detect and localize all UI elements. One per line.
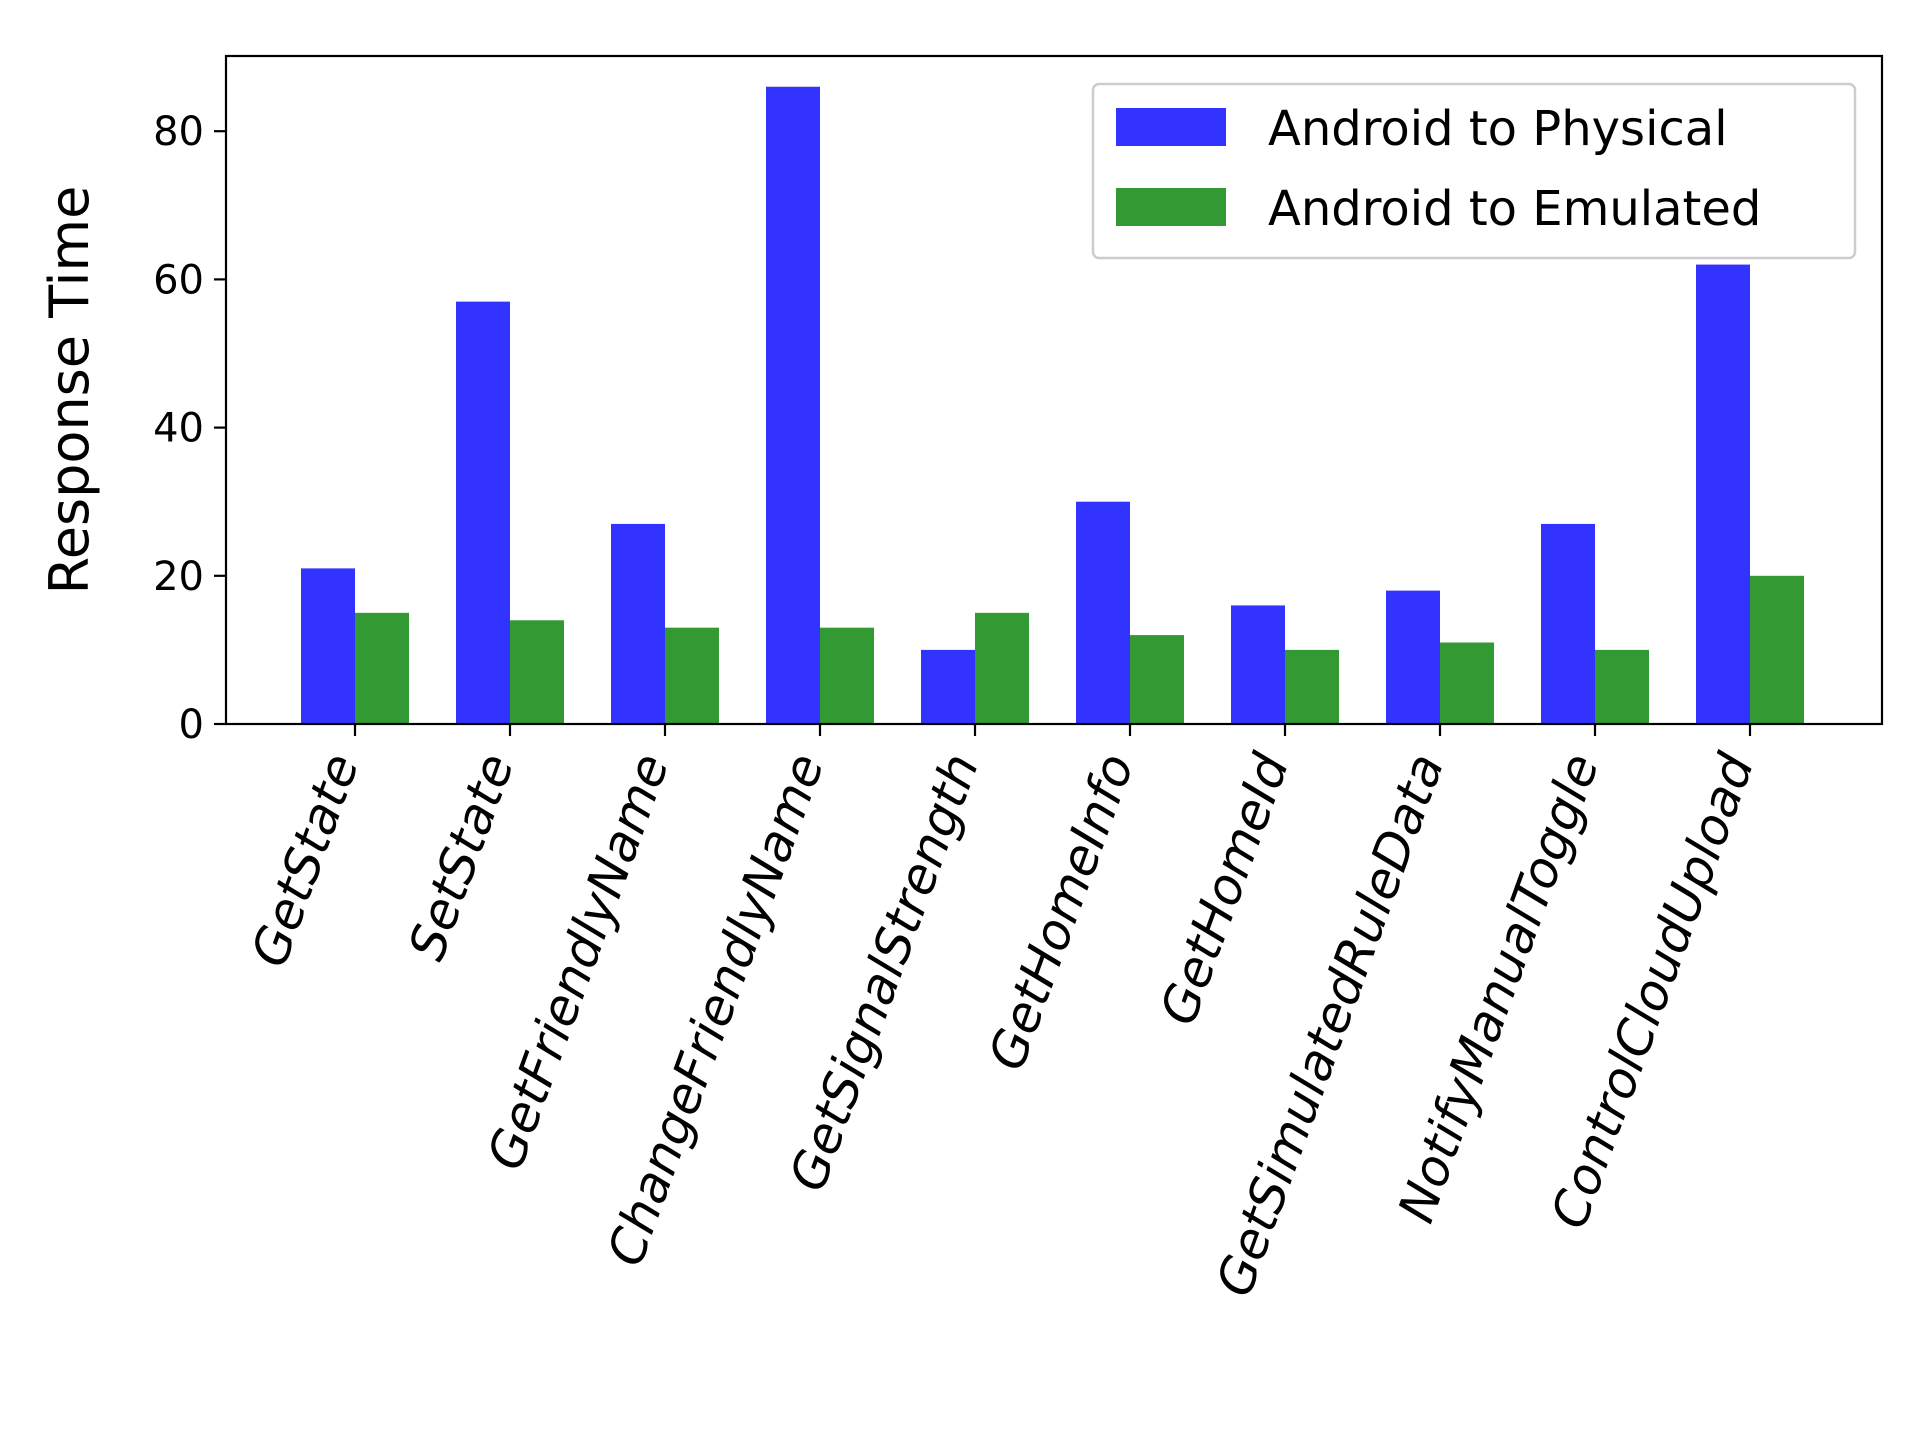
bar-physical-ChangeFriendlyName [766,86,820,725]
y-axis-label: Response Time [38,186,101,595]
legend-label-physical: Android to Physical [1268,101,1728,157]
legend-frame [1091,82,1857,260]
y-tick-label: 40 [153,406,204,452]
plot-frame [224,54,1884,726]
legend-swatch-emulated [1116,188,1226,226]
bar-emulated-GetSimulatedRuleData [1440,642,1494,724]
bars-group [301,86,1804,725]
legend-label-emulated: Android to Emulated [1268,181,1761,237]
bar-emulated-SetState [510,620,564,724]
bar-physical-GetSignalStrength [921,649,975,724]
bar-emulated-ControlCloudUpload [1750,575,1804,724]
x-tick-label-SetState: SetState [397,746,525,967]
bar-physical-GetHomeInfo [1076,501,1130,724]
y-tick-label: 20 [153,554,204,600]
bar-emulated-GetFriendlyName [665,627,719,724]
legend: Android to Physical Android to Emulated [1091,82,1857,260]
x-tick-label-GetHomeId: GetHomeId [1149,746,1300,1032]
bar-physical-GetSimulatedRuleData [1386,590,1440,724]
bar-emulated-GetHomeInfo [1130,635,1184,724]
bar-physical-SetState [456,301,510,724]
y-tick-label: 60 [153,257,204,303]
bar-emulated-ChangeFriendlyName [820,627,874,724]
x-tick-label-GetHomeInfo: GetHomeInfo [977,746,1145,1077]
x-axis: GetState SetStateGetFriendlyNameChangeFri… [240,724,1765,1304]
legend-swatch-physical [1116,108,1226,146]
bar-physical-ControlCloudUpload [1696,264,1750,724]
bar-physical-GetFriendlyName [611,523,665,724]
bar-physical-NotifyManualToggle [1541,523,1595,724]
x-tick-label-GetState: GetState [240,746,370,974]
bar-physical-GetState [301,568,355,724]
bar-emulated-GetHomeId [1285,649,1339,724]
bar-emulated-NotifyManualToggle [1595,649,1649,724]
y-tick-label: 80 [153,109,204,155]
bar-physical-GetHomeId [1231,605,1285,724]
bar-emulated-GetSignalStrength [975,612,1029,724]
bar-emulated-GetState [355,612,409,724]
y-tick-label: 0 [179,702,204,748]
y-axis: 0 20 40 60 80 [153,109,226,748]
